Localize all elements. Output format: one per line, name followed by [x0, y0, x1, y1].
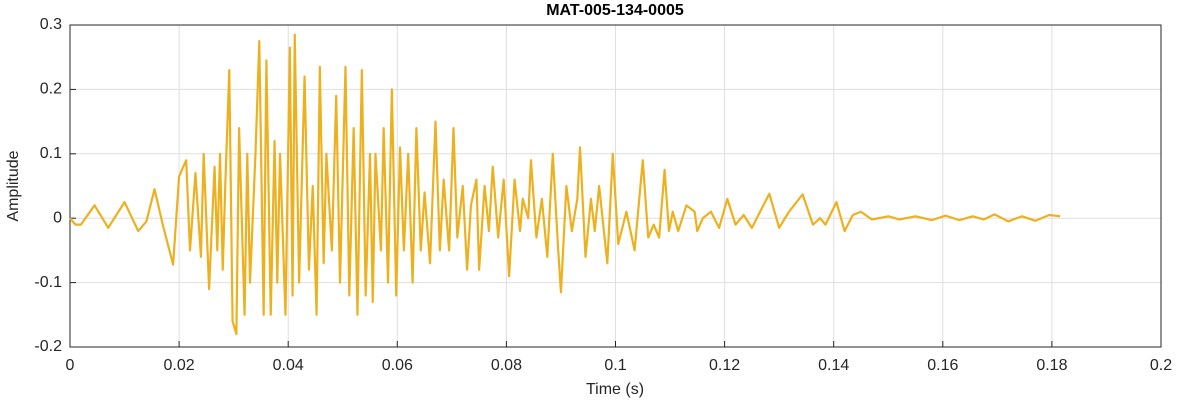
y-tick-label: -0.1 — [34, 274, 62, 291]
waveform-line — [69, 33, 1061, 336]
x-axis-label: Time (s) — [586, 381, 644, 398]
y-tick-label: 0 — [53, 209, 62, 226]
y-tick-label: 0.1 — [40, 145, 62, 162]
x-tick-label: 0.06 — [382, 357, 413, 374]
y-tick-label: 0.2 — [40, 81, 62, 98]
y-tick-label: -0.2 — [34, 338, 62, 355]
x-tick-label: 0 — [66, 357, 75, 374]
plot-frame — [69, 24, 1162, 348]
chart-title: MAT-005-134-0005 — [546, 2, 684, 19]
x-tick-label: 0.02 — [164, 357, 195, 374]
x-tick-label: 0.14 — [818, 357, 849, 374]
y-tick-label: 0.3 — [40, 16, 62, 33]
x-tick-label: 0.18 — [1036, 357, 1067, 374]
x-tick-label: 0.16 — [927, 357, 958, 374]
x-tick-label: 0.1 — [604, 357, 626, 374]
x-tick-label: 0.12 — [709, 357, 740, 374]
y-axis-label: Amplitude — [5, 150, 22, 221]
x-tick-label: 0.2 — [1150, 357, 1172, 374]
x-tick-label: 0.08 — [491, 357, 522, 374]
x-tick-label: 0.04 — [273, 357, 304, 374]
